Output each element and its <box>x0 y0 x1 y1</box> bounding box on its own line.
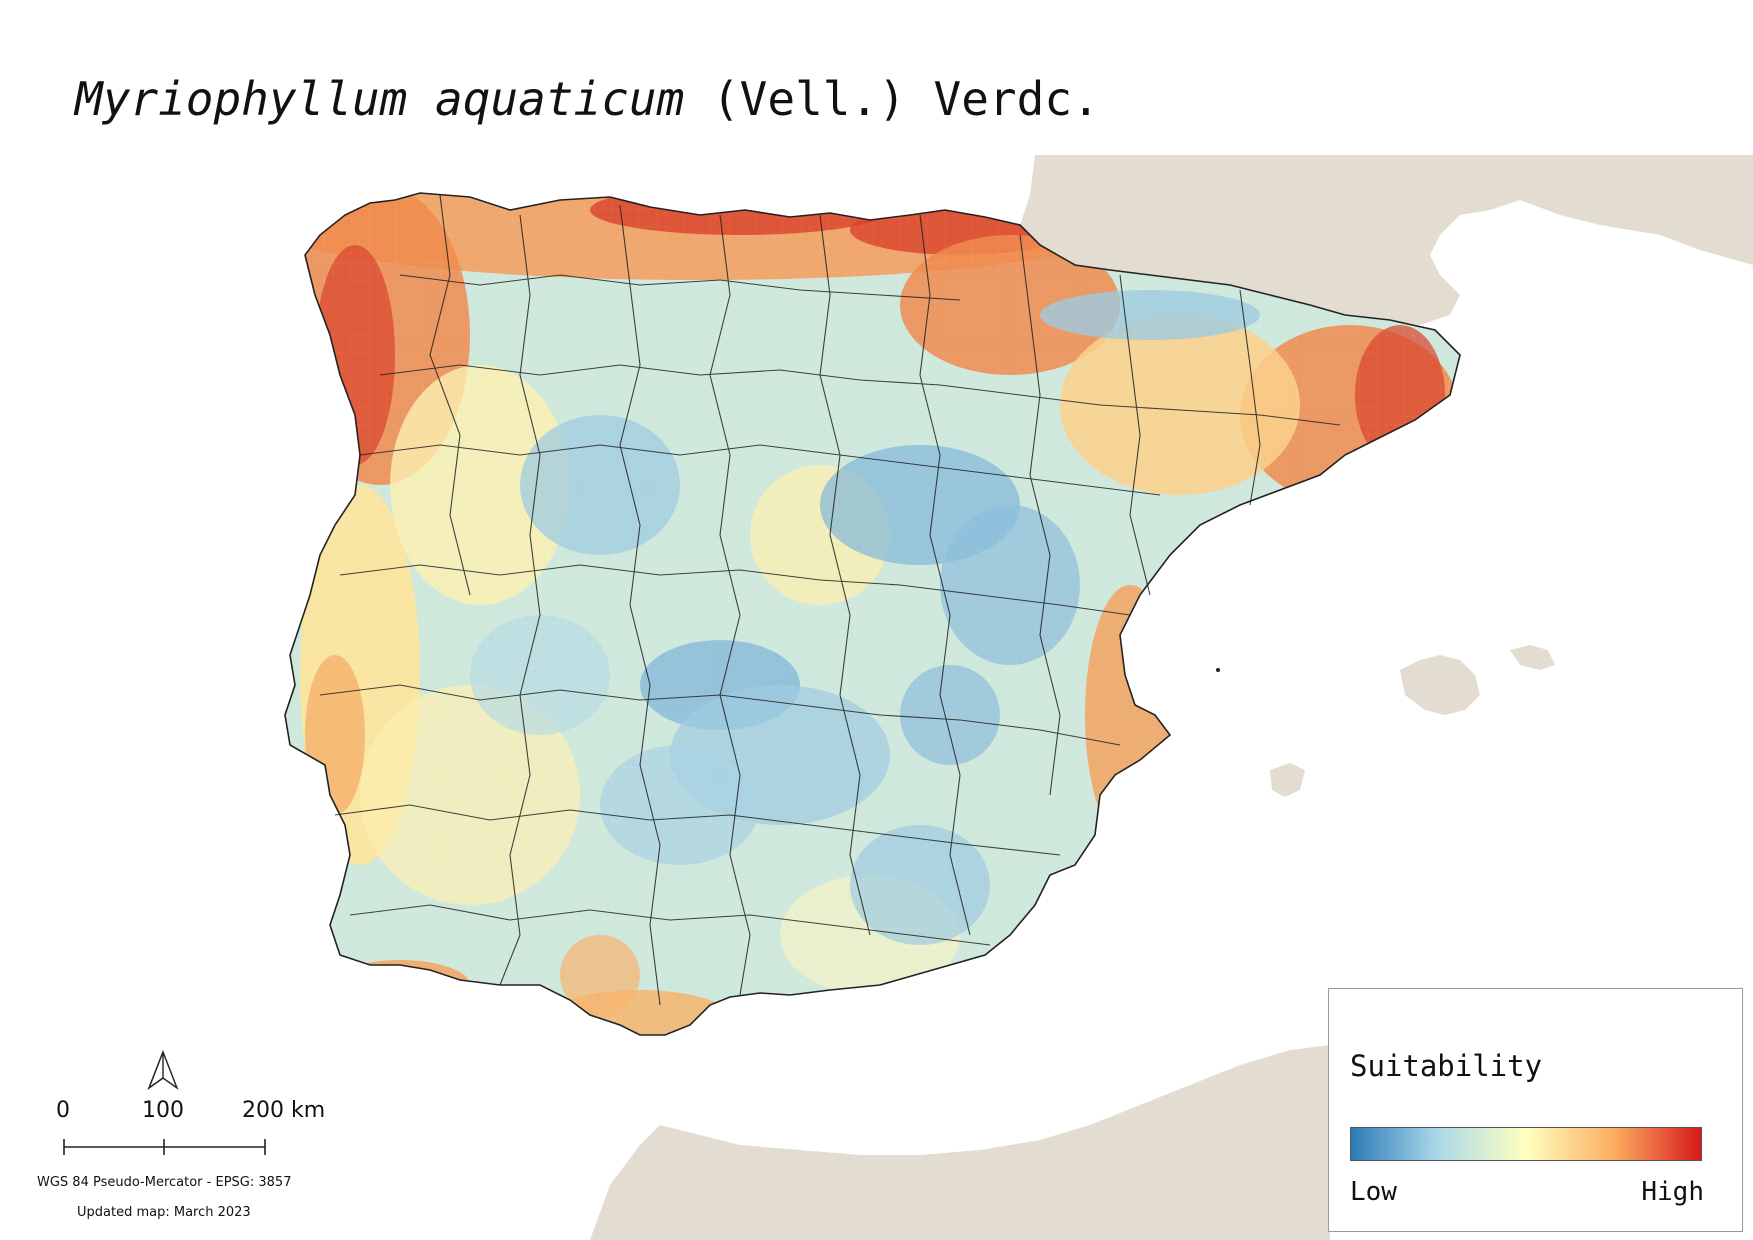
map-canvas <box>0 155 1753 1240</box>
map-title: Myriophyllum aquaticum (Vell.) Verdc. <box>75 72 1100 126</box>
menorca-island <box>1510 645 1555 670</box>
scale-label-200: 200 km <box>242 1098 326 1123</box>
scale-bar <box>63 1136 267 1158</box>
mallorca-island <box>1400 655 1480 715</box>
ibiza-island <box>1270 763 1305 797</box>
update-date-label: Updated map: March 2023 <box>77 1205 251 1220</box>
africa-landmass <box>590 1045 1330 1240</box>
legend-color-ramp <box>1350 1127 1702 1161</box>
scale-label-100: 100 <box>142 1098 184 1123</box>
species-name: Myriophyllum aquaticum <box>75 72 685 126</box>
scale-label-0: 0 <box>56 1098 70 1123</box>
map-area[interactable] <box>0 155 1753 1240</box>
legend-title: Suitability <box>1350 1049 1543 1083</box>
province-borders <box>319 194 1341 1006</box>
crs-label: WGS 84 Pseudo-Mercator - EPSG: 3857 <box>37 1175 292 1190</box>
north-arrow-icon <box>145 1050 181 1090</box>
legend-box: Suitability Low High <box>1328 988 1743 1232</box>
legend-high-label: High <box>1641 1177 1704 1207</box>
scale-labels: 0 100 200 km <box>0 1098 360 1126</box>
islet-marker <box>1216 668 1220 672</box>
iberia-outline <box>284 192 1461 1036</box>
species-authority: (Vell.) Verdc. <box>711 72 1100 126</box>
legend-low-label: Low <box>1350 1177 1397 1207</box>
france-landmass <box>1020 155 1753 325</box>
